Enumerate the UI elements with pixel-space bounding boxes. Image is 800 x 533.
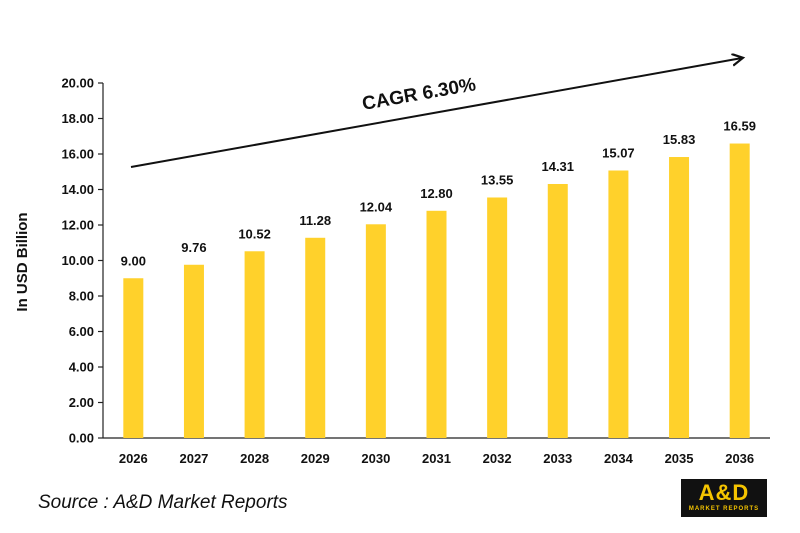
data-label: 10.52 [238, 226, 271, 241]
y-tick-label: 0.00 [69, 431, 94, 446]
y-tick-label: 16.00 [61, 147, 94, 162]
bar [729, 143, 750, 438]
data-label: 13.55 [481, 172, 514, 187]
y-tick-label: 8.00 [69, 289, 94, 304]
data-label: 12.80 [420, 186, 453, 201]
data-label: 15.07 [602, 146, 635, 161]
y-tick-label: 18.00 [61, 111, 94, 126]
logo-text: A&D [698, 480, 750, 505]
y-tick-label: 12.00 [61, 218, 94, 233]
bar [487, 197, 508, 438]
bar [365, 224, 386, 438]
source-caption: Source : A&D Market Reports [38, 492, 288, 513]
x-tick-label: 2027 [179, 451, 208, 466]
bar [669, 157, 690, 438]
x-tick-label: 2030 [361, 451, 390, 466]
x-tick-label: 2026 [119, 451, 148, 466]
bar [183, 264, 204, 438]
data-label: 9.00 [121, 253, 146, 268]
y-axis: 0.00 2.00 4.00 6.00 8.00 10.00 12.00 14.00 16.00… [61, 76, 104, 446]
x-tick-label: 2029 [301, 451, 330, 466]
x-tick-label: 2034 [604, 451, 634, 466]
bar [426, 210, 447, 438]
data-label: 16.59 [723, 119, 756, 134]
x-tick-label: 2036 [725, 451, 754, 466]
data-label: 15.83 [663, 132, 696, 147]
y-tick-label: 6.00 [69, 324, 94, 339]
logo-subtext: MARKET REPORTS [688, 506, 760, 512]
x-tick-label: 2028 [240, 451, 269, 466]
bar [123, 278, 144, 438]
x-tick-label: 2033 [543, 451, 572, 466]
y-tick-label: 14.00 [61, 182, 94, 197]
data-label: 9.76 [181, 240, 206, 255]
data-label: 11.28 [299, 213, 331, 228]
y-tick-label: 20.00 [61, 76, 94, 91]
x-axis: 2026 2027 2028 2029 2030 2031 2032 2033 2034 2035… [103, 437, 770, 466]
data-label: 12.04 [360, 199, 393, 214]
cagr-arrow [130, 58, 742, 168]
brand-logo: A&D MARKET REPORTS [681, 479, 767, 517]
data-label: 14.31 [541, 159, 574, 174]
y-tick-label: 10.00 [61, 253, 94, 268]
y-tick-label: 2.00 [69, 395, 94, 410]
x-tick-label: 2032 [483, 451, 512, 466]
x-tick-label: 2031 [422, 451, 451, 466]
data-labels: 9.00 9.76 10.52 11.28 12.04 12.80 13.55 14.31 15… [121, 119, 756, 269]
bar [547, 183, 568, 438]
y-tick-label: 4.00 [69, 360, 94, 375]
bar [244, 251, 265, 438]
bar [608, 170, 629, 438]
y-axis-label: In USD Billion [14, 212, 31, 311]
x-tick-label: 2035 [665, 451, 694, 466]
bar-series [123, 143, 750, 438]
bar [305, 237, 326, 438]
